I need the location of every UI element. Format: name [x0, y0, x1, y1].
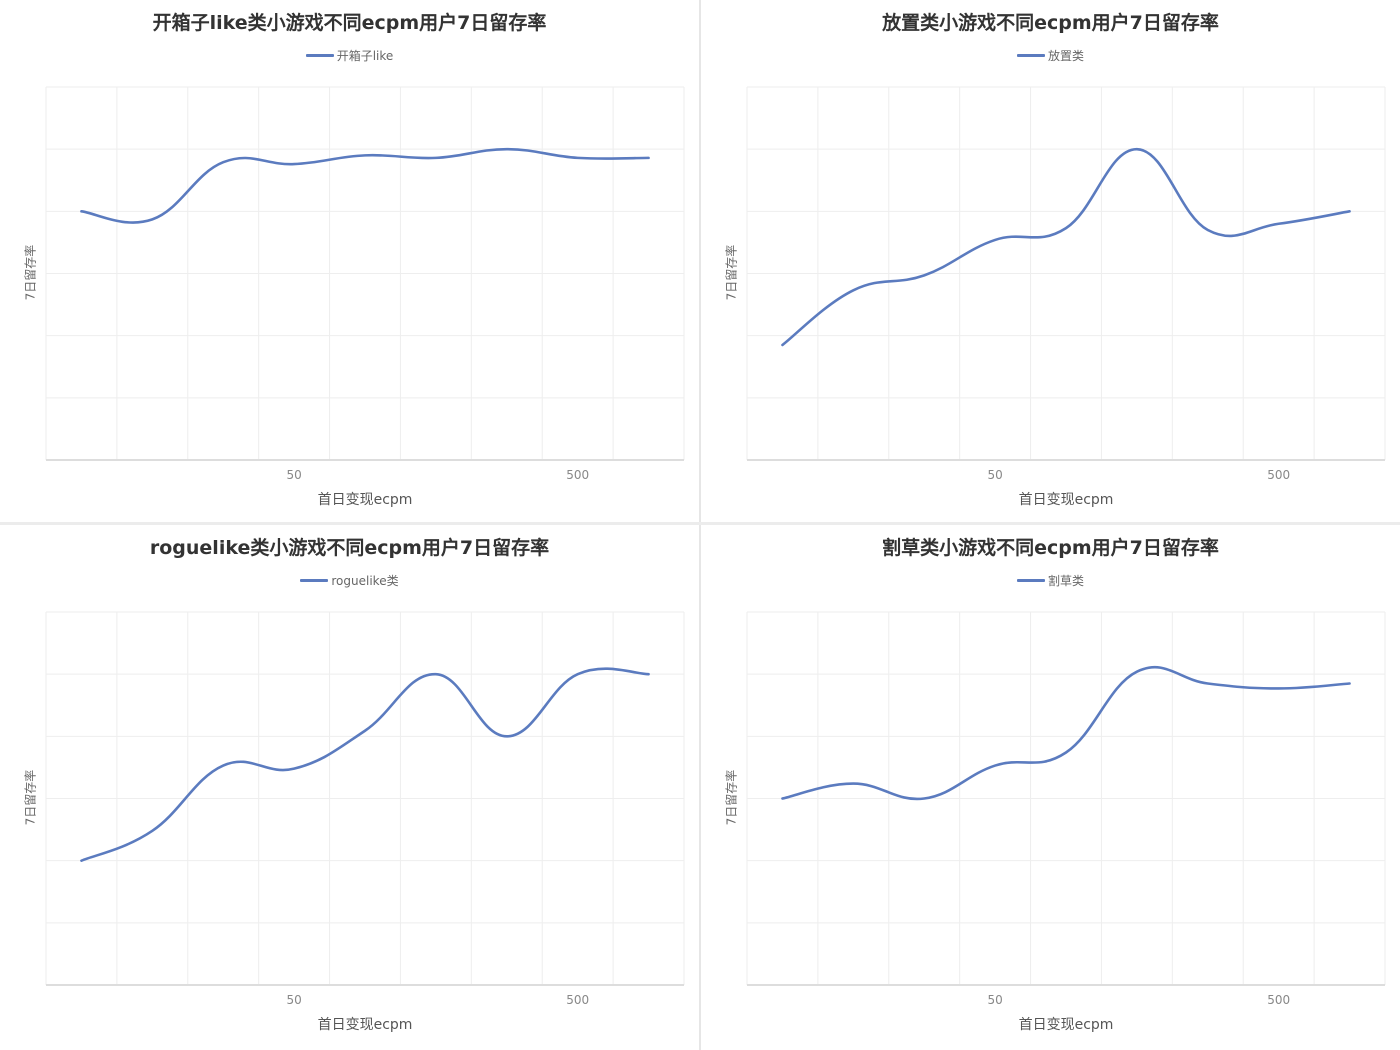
legend-label: 放置类	[1047, 49, 1084, 63]
chart-title: 放置类小游戏不同ecpm用户7日留存率	[882, 12, 1219, 34]
legend-label: roguelike类	[331, 574, 399, 588]
series-line[interactable]	[80, 667, 650, 862]
chart-panel-gecao: 割草类小游戏不同ecpm用户7日留存率 割草类 7日留存率 50 500 首日变…	[701, 525, 1400, 1048]
series-line[interactable]	[781, 665, 1351, 801]
legend-line-icon	[1016, 54, 1045, 57]
chart-title: 割草类小游戏不同ecpm用户7日留存率	[882, 537, 1219, 559]
legend-label: 割草类	[1047, 574, 1084, 588]
y-axis-label: 7日留存率	[23, 244, 38, 301]
chart-legend[interactable]: 放置类	[701, 47, 1400, 64]
chart-panel-roguelike: roguelike类小游戏不同ecpm用户7日留存率 roguelike类 7日…	[0, 525, 699, 1048]
x-tick-label: 500	[1267, 468, 1291, 482]
legend-line-icon	[300, 579, 329, 582]
plot-area	[45, 86, 685, 461]
chart-title: 开箱子like类小游戏不同ecpm用户7日留存率	[152, 12, 547, 34]
y-axis-label: 7日留存率	[724, 769, 739, 826]
x-tick-label: 50	[987, 993, 1003, 1007]
chart-title: roguelike类小游戏不同ecpm用户7日留存率	[149, 537, 550, 559]
x-axis-label: 首日变现ecpm	[1018, 1017, 1114, 1033]
series-line[interactable]	[80, 147, 650, 224]
legend-line-icon	[1016, 579, 1045, 582]
chart-panel-fangzhi: 放置类小游戏不同ecpm用户7日留存率 放置类 7日留存率 50 500 首日变…	[701, 0, 1400, 523]
x-axis-label: 首日变现ecpm	[1018, 492, 1114, 508]
x-tick-label: 50	[286, 993, 302, 1007]
chart-legend[interactable]: 开箱子like	[0, 47, 699, 64]
plot-area	[746, 86, 1386, 461]
chart-legend[interactable]: 割草类	[701, 572, 1400, 589]
x-axis-label: 首日变现ecpm	[317, 1017, 413, 1033]
x-axis-label: 首日变现ecpm	[317, 492, 413, 508]
y-axis-label: 7日留存率	[23, 769, 38, 826]
y-axis-label: 7日留存率	[724, 244, 739, 301]
plot-area	[45, 611, 685, 986]
x-tick-label: 50	[987, 468, 1003, 482]
legend-label: 开箱子like	[336, 49, 394, 63]
panel-divider-horizontal	[0, 522, 1400, 525]
chart-panel-kaixiangzi: 开箱子like类小游戏不同ecpm用户7日留存率 开箱子like 7日留存率 5…	[0, 0, 699, 523]
x-tick-label: 50	[286, 468, 302, 482]
chart-legend[interactable]: roguelike类	[0, 572, 699, 589]
plot-area	[746, 611, 1386, 986]
series-line[interactable]	[781, 147, 1351, 347]
x-tick-label: 500	[566, 468, 590, 482]
x-tick-label: 500	[1267, 993, 1291, 1007]
x-tick-label: 500	[566, 993, 590, 1007]
panel-divider-vertical	[699, 0, 701, 1050]
legend-line-icon	[305, 54, 334, 57]
